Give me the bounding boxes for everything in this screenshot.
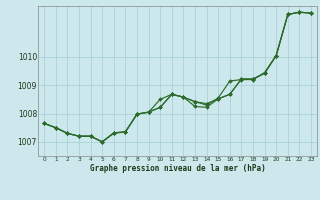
- X-axis label: Graphe pression niveau de la mer (hPa): Graphe pression niveau de la mer (hPa): [90, 164, 266, 173]
